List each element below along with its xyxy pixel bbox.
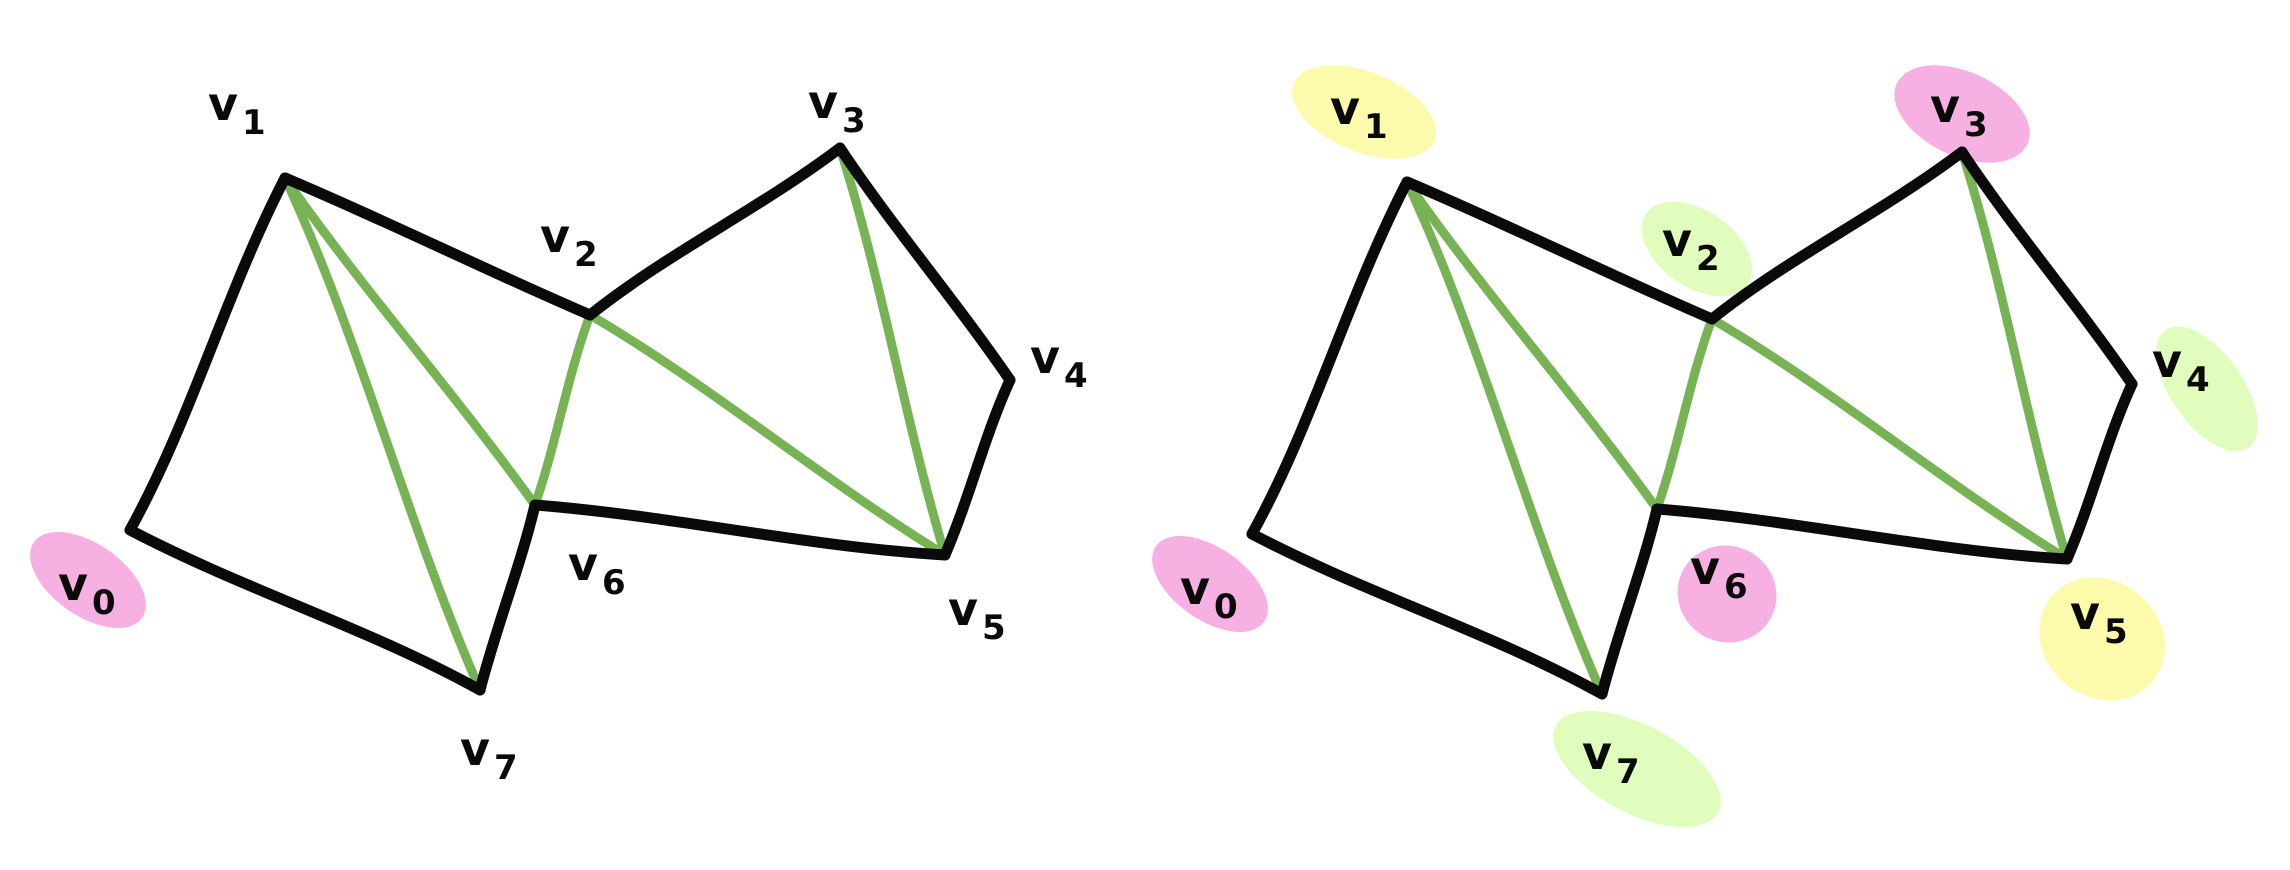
edge-v1-v7	[280, 173, 485, 695]
edge-v2-v5	[1707, 314, 2072, 564]
edge-v5-v6	[1651, 503, 2073, 565]
vertex-subscript: 2	[574, 235, 598, 275]
edge-v1-v6	[1402, 177, 1662, 514]
vertex-subscript: 3	[842, 101, 866, 141]
vertex-letter: v	[1582, 726, 1612, 780]
highlight-v2-green	[1641, 201, 1753, 297]
vertex-letter: v	[1330, 81, 1360, 135]
highlight-v0-pink	[1152, 536, 1268, 632]
highlight-v3-pink	[1894, 65, 2030, 163]
vertex-letter: v	[1930, 79, 1960, 133]
vertex-subscript: 4	[1064, 356, 1088, 396]
vertex-subscript: 4	[2186, 360, 2210, 400]
vertex-subscript: 0	[1214, 587, 1238, 627]
edge-v3-v4	[1956, 146, 2138, 390]
edge-v3-v5	[1957, 147, 2072, 564]
edge-v4-v5	[939, 374, 1016, 561]
vertex-labels: v 0v 1v 2v 3v 4v 5v 6v 7	[58, 75, 1088, 788]
highlight-v0-pink	[30, 532, 146, 628]
highlight-v4-green	[2156, 326, 2258, 452]
edge-v7-v0	[1246, 528, 1608, 700]
edge-v3-v4	[834, 142, 1016, 386]
edge-v6-v7	[1596, 503, 1663, 700]
edge-v5-v6	[529, 499, 951, 561]
vertex-subscript: 2	[1696, 239, 1720, 279]
edge-v2-v6	[1652, 314, 1717, 514]
edge-v1-v6	[280, 173, 540, 510]
vertex-letter: v	[1690, 541, 1720, 595]
edge-v0-v1	[1246, 176, 1413, 540]
vertex-subscript: 5	[2104, 612, 2128, 652]
highlight-v1-yellow	[1291, 65, 1437, 159]
outer-edges	[124, 142, 1016, 696]
vertex-letter: v	[58, 557, 88, 611]
vertex-letter: v	[948, 582, 978, 636]
edge-v2-v6	[530, 310, 595, 510]
vertex-letter: v	[2152, 334, 2182, 388]
edge-v2-v3	[584, 142, 846, 321]
vertex-subscript: 1	[242, 103, 266, 143]
edge-v3-v5	[835, 143, 950, 560]
graph-colored: v 0v 1v 2v 3v 4v 5v 6v 7	[1152, 65, 2258, 828]
highlight-v5-yellow	[2039, 577, 2165, 701]
vertex-letter: v	[460, 722, 490, 776]
edge-v2-v3	[1706, 146, 1968, 325]
edge-v7-v0	[124, 524, 486, 696]
highlight-layer	[30, 532, 146, 628]
inner-edges	[280, 143, 950, 695]
vertex-subscript: 7	[494, 748, 518, 788]
edge-v1-v2	[1401, 176, 1718, 325]
vertex-subscript: 6	[602, 563, 626, 603]
vertex-subscript: 5	[982, 608, 1006, 648]
outer-edges	[1246, 146, 2138, 700]
graph-uncolored: v 0v 1v 2v 3v 4v 5v 6v 7	[30, 75, 1088, 788]
highlight-layer	[1152, 65, 2258, 828]
inner-edges	[1402, 147, 2072, 699]
edge-v1-v2	[279, 172, 596, 321]
highlight-v6-pink	[1677, 545, 1777, 643]
vertex-labels: v 0v 1v 2v 3v 4v 5v 6v 7	[1180, 79, 2210, 792]
vertex-letter: v	[568, 537, 598, 591]
vertex-subscript: 0	[92, 583, 116, 623]
vertex-letter: v	[1662, 213, 1692, 267]
vertex-subscript: 6	[1724, 567, 1748, 607]
vertex-letter: v	[808, 75, 838, 129]
vertex-letter: v	[1180, 561, 1210, 615]
vertex-letter: v	[540, 209, 570, 263]
edge-v2-v5	[585, 310, 950, 560]
edge-v1-v7	[1402, 177, 1607, 699]
edge-v0-v1	[124, 172, 291, 536]
highlight-v7-green	[1553, 710, 1721, 828]
vertex-subscript: 3	[1964, 105, 1988, 145]
vertex-subscript: 7	[1616, 752, 1640, 792]
vertex-letter: v	[1030, 330, 1060, 384]
vertex-letter: v	[2070, 586, 2100, 640]
edge-v4-v5	[2061, 378, 2138, 565]
vertex-subscript: 1	[1364, 107, 1388, 147]
edge-v6-v7	[474, 499, 541, 696]
vertex-letter: v	[208, 77, 238, 131]
